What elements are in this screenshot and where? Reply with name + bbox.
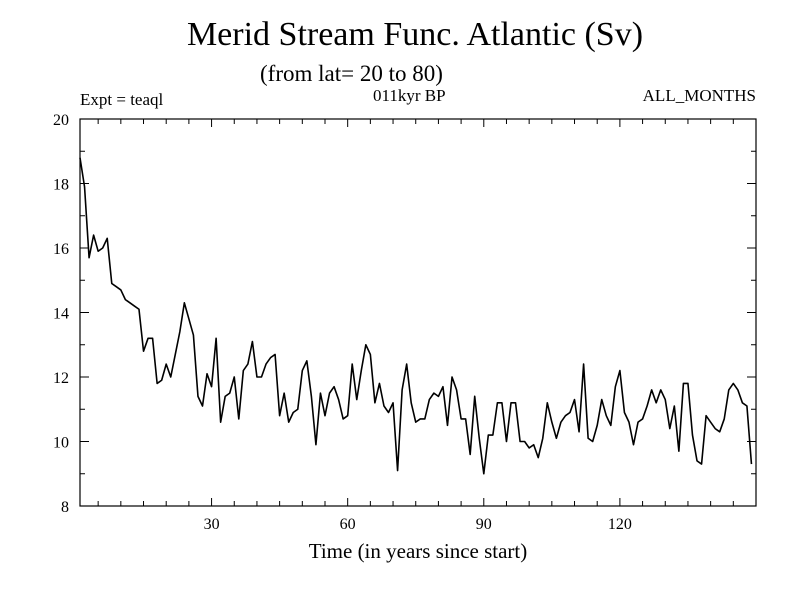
plot-frame	[79, 118, 757, 507]
x-tick-label: 90	[476, 516, 492, 533]
y-tick-label: 12	[53, 370, 69, 387]
series-group	[79, 157, 753, 475]
chart-title: Merid Stream Func. Atlantic (Sv)	[186, 16, 644, 53]
x-tick-label: 30	[204, 516, 220, 533]
x-tick-label: 60	[340, 516, 356, 533]
x-tick-label: 120	[608, 516, 632, 533]
axis-ticks: 30 60 90 120 8 10 12 14 16 18 20	[53, 112, 757, 533]
y-tick-label: 14	[53, 306, 69, 323]
y-tick-label: 20	[53, 112, 69, 129]
period-label: 011kyr BP	[373, 86, 446, 105]
months-label: ALL_MONTHS	[642, 86, 756, 105]
x-axis-label: Time (in years since start)	[309, 539, 528, 563]
experiment-label: Expt = teaql	[80, 90, 164, 109]
series-line	[79, 157, 753, 475]
y-tick-label: 8	[61, 499, 69, 516]
y-tick-label: 10	[53, 435, 69, 452]
chart-subtitle: (from lat= 20 to 80)	[260, 61, 443, 86]
y-tick-label: 18	[53, 177, 69, 194]
y-tick-label: 16	[53, 241, 69, 258]
